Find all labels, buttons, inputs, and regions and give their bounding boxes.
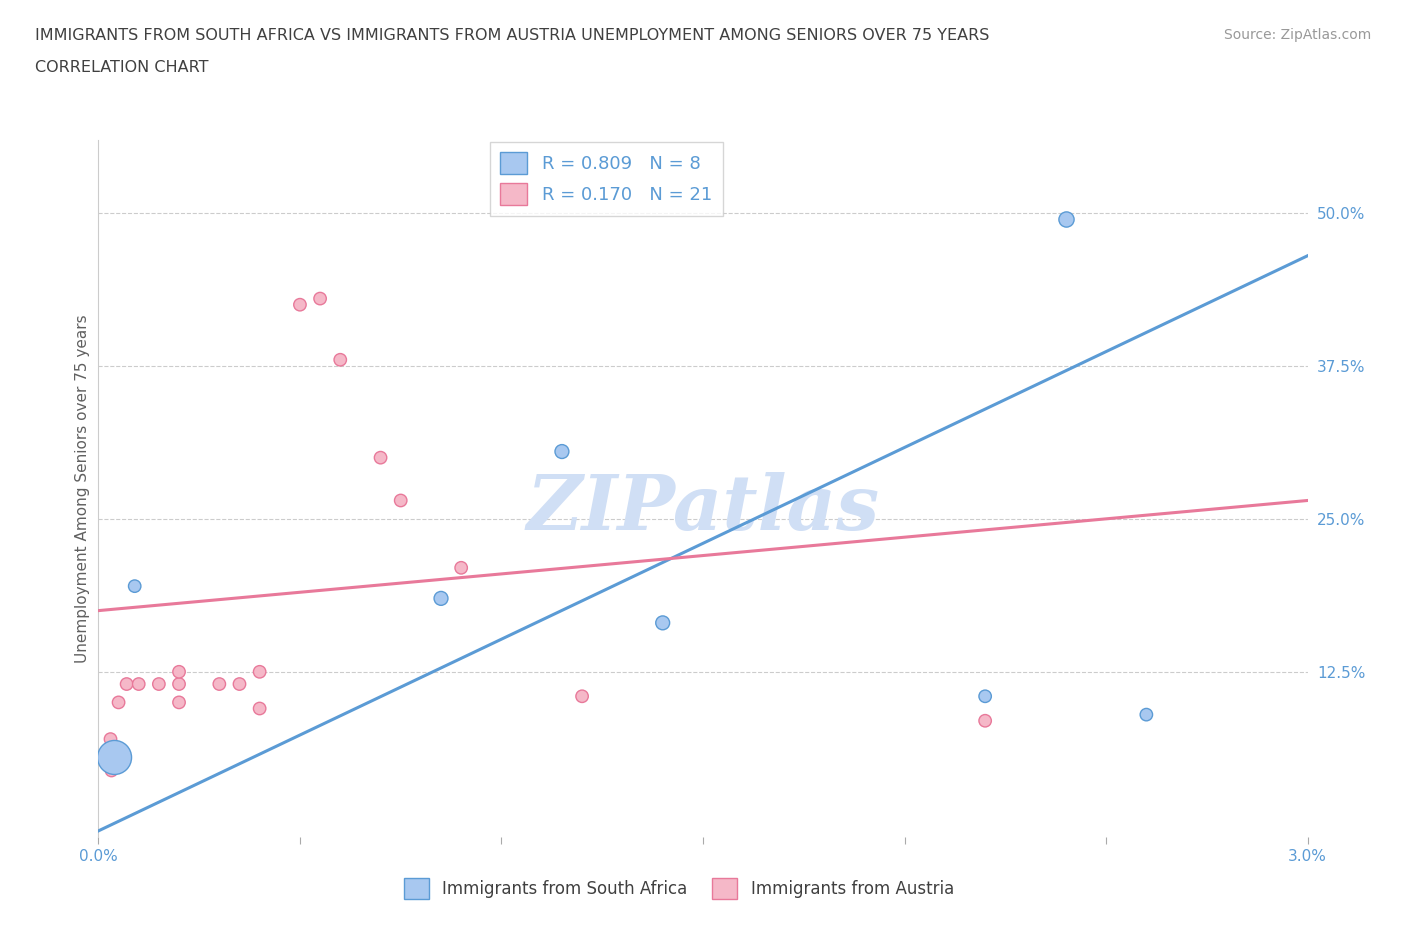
Point <box>103 750 125 764</box>
Point <box>370 450 392 465</box>
Point <box>651 616 673 631</box>
Point <box>974 713 997 728</box>
Point <box>430 591 453 605</box>
Point <box>551 445 574 459</box>
Point <box>167 695 190 710</box>
Point <box>571 689 593 704</box>
Text: ZIPatlas: ZIPatlas <box>526 472 880 546</box>
Point <box>148 677 170 692</box>
Point <box>100 732 122 747</box>
Point <box>124 578 146 593</box>
Point <box>450 561 472 576</box>
Point <box>167 664 190 679</box>
Text: IMMIGRANTS FROM SOUTH AFRICA VS IMMIGRANTS FROM AUSTRIA UNEMPLOYMENT AMONG SENIO: IMMIGRANTS FROM SOUTH AFRICA VS IMMIGRAN… <box>35 28 990 43</box>
Point <box>228 677 250 692</box>
Point <box>1135 707 1157 722</box>
Point <box>115 677 138 692</box>
Point <box>249 664 271 679</box>
Legend: Immigrants from South Africa, Immigrants from Austria: Immigrants from South Africa, Immigrants… <box>396 871 960 906</box>
Point <box>309 291 332 306</box>
Point <box>167 677 190 692</box>
Point <box>107 695 129 710</box>
Point <box>329 352 352 367</box>
Point <box>974 689 997 704</box>
Point <box>389 493 412 508</box>
Point <box>128 677 150 692</box>
Text: CORRELATION CHART: CORRELATION CHART <box>35 60 208 75</box>
Text: Source: ZipAtlas.com: Source: ZipAtlas.com <box>1223 28 1371 42</box>
Y-axis label: Unemployment Among Seniors over 75 years: Unemployment Among Seniors over 75 years <box>75 314 90 662</box>
Point <box>208 677 231 692</box>
Point <box>1054 212 1077 227</box>
Point <box>249 701 271 716</box>
Point <box>100 763 122 777</box>
Point <box>288 298 311 312</box>
